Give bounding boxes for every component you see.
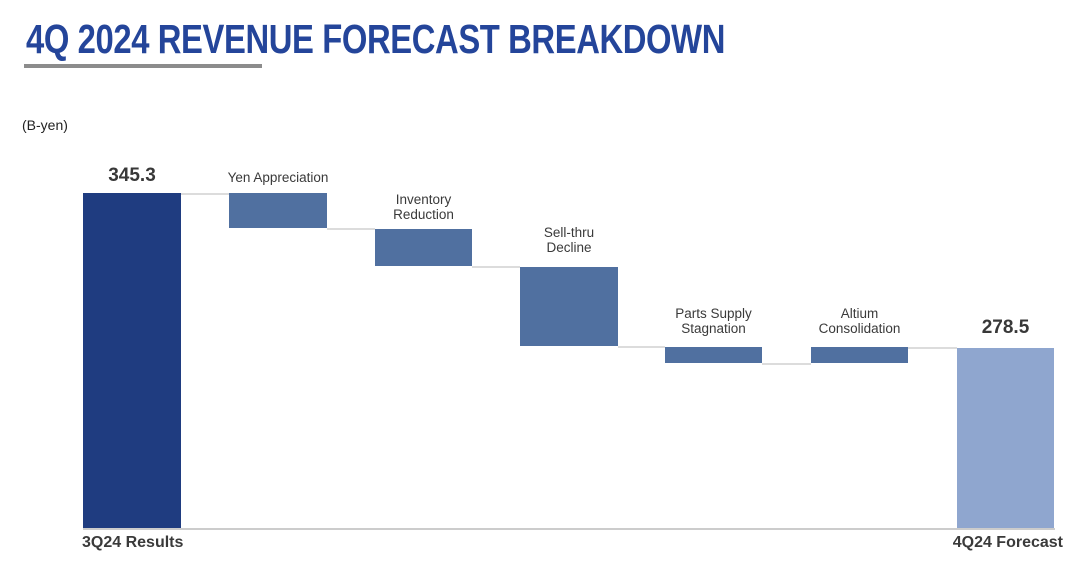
page-title: 4Q 2024 REVENUE FORECAST BREAKDOWN — [26, 16, 726, 62]
connector-line — [327, 228, 375, 230]
bar-category-label: Inventory Reduction — [393, 192, 454, 222]
connector-line — [762, 363, 811, 365]
bar-category-label: Sell-thru Decline — [543, 225, 595, 255]
bar-category-label: Yen Appreciation — [227, 170, 329, 185]
bar-yen-appreciation — [229, 193, 327, 228]
connector-line — [618, 346, 665, 348]
bar-category-label: Parts Supply Stagnation — [675, 306, 752, 336]
connector-line — [908, 347, 957, 349]
axis-label-4q24-forecast: 4Q24 Forecast — [952, 534, 1063, 551]
bar-3q24-results — [83, 193, 181, 528]
bar-category-label: Altium Consolidation — [818, 306, 901, 336]
bar-inventory-reduction — [375, 229, 472, 266]
bar-4q24-forecast — [957, 348, 1054, 528]
connector-line — [181, 193, 229, 195]
bar-sell-thru-decline — [520, 267, 618, 346]
axis-label-3q24-results: 3Q24 Results — [82, 534, 184, 551]
baseline — [83, 528, 1055, 530]
bar-parts-supply-stagnation — [665, 347, 762, 363]
bar-altium-consolidation — [811, 347, 908, 363]
connector-line — [472, 266, 520, 268]
bar-value-label: 345.3 — [108, 165, 156, 186]
bar-value-label: 278.5 — [981, 317, 1030, 338]
title-underline — [24, 64, 262, 68]
unit-label: (B-yen) — [22, 117, 68, 133]
